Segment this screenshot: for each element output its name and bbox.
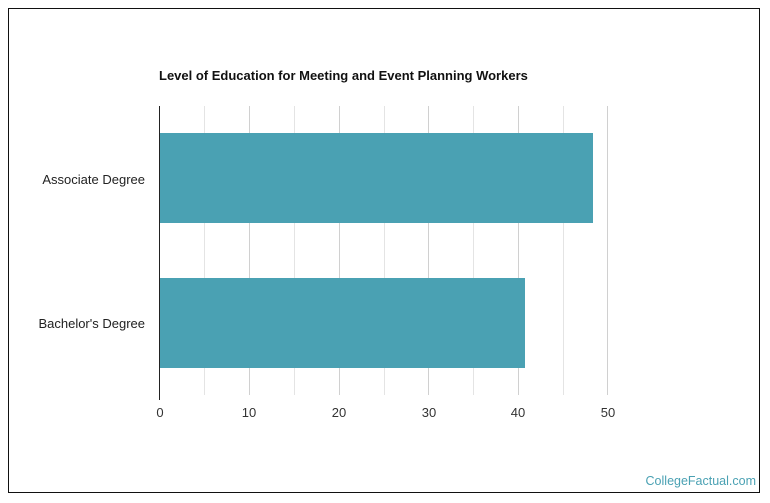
gridline-20 (338, 106, 340, 395)
bar-bachelors-degree[interactable] (159, 278, 526, 368)
bar-associate-degree[interactable] (159, 133, 593, 223)
gridline-minor (563, 106, 565, 395)
x-tick-50: 50 (600, 405, 616, 420)
x-tick-40: 40 (510, 405, 526, 420)
gridline-10 (248, 106, 250, 395)
chart-title: Level of Education for Meeting and Event… (159, 68, 528, 83)
category-label-bachelors: Bachelor's Degree (38, 316, 145, 331)
gridline-50 (607, 106, 608, 395)
gridline-minor (293, 106, 295, 395)
gridline-minor (473, 106, 475, 395)
gridline-30 (428, 106, 430, 395)
source-credit-link[interactable]: CollegeFactual.com (645, 474, 756, 488)
category-label-associate: Associate Degree (42, 172, 145, 187)
x-tick-30: 30 (421, 405, 437, 420)
x-tick-mark (159, 395, 160, 400)
gridline-40 (518, 106, 520, 395)
gridline-minor (203, 106, 205, 395)
x-tick-0: 0 (156, 405, 164, 420)
x-tick-10: 10 (241, 405, 257, 420)
gridline-minor (383, 106, 385, 395)
y-axis-line (159, 106, 160, 395)
x-tick-20: 20 (331, 405, 347, 420)
plot-area (159, 106, 608, 395)
